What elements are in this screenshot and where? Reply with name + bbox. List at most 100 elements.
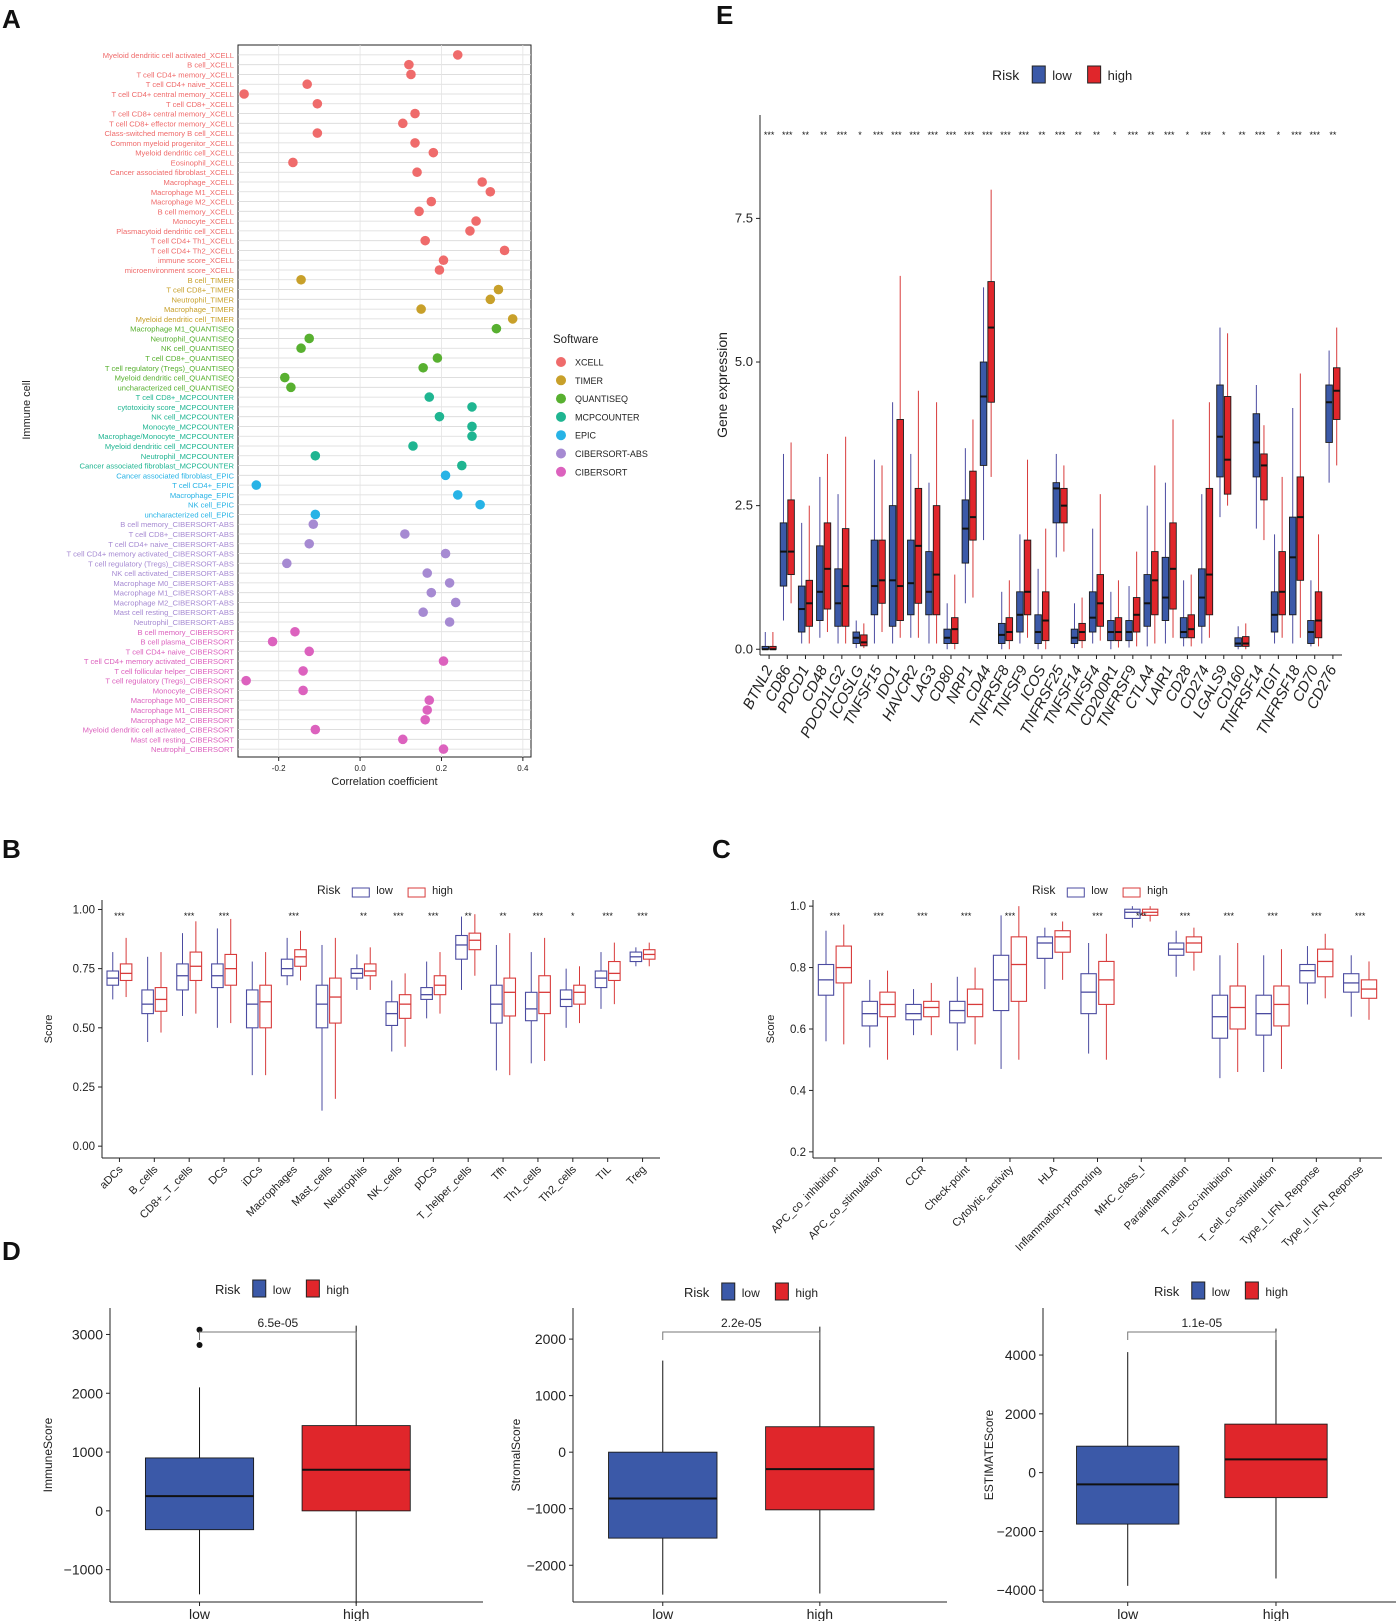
data-point — [304, 646, 315, 657]
legend-swatch-high — [407, 887, 426, 898]
y-tick-label: B cell memory_XCELL — [158, 207, 234, 216]
significance-label: *** — [1128, 130, 1139, 140]
significance-label: *** — [114, 911, 125, 921]
y-tick-label: B cell memory_CIBERSORT-ABS — [120, 520, 234, 529]
y-tick-label: Macrophage M2_CIBERSORT — [131, 716, 235, 725]
y-tick-label: 2.5 — [735, 498, 753, 513]
data-point — [471, 216, 481, 226]
significance-label: ** — [1329, 130, 1337, 140]
y-axis-title: ESTIMATEScore — [982, 1409, 996, 1500]
data-point — [491, 323, 502, 334]
y-tick-label: 1000 — [72, 1444, 103, 1460]
y-tick-label: 0.75 — [73, 964, 95, 976]
data-point — [426, 587, 437, 598]
y-tick-label: 0.00 — [73, 1141, 95, 1153]
data-point — [493, 284, 504, 295]
x-tick-label: pDCs — [411, 1163, 439, 1191]
box — [245, 989, 259, 1029]
legend-label-low: low — [742, 1286, 760, 1300]
y-tick-label: Macrophage_EPIC — [170, 491, 235, 500]
y-tick-label: 0.25 — [73, 1082, 95, 1094]
y-tick-label: Eosinophil_XCELL — [171, 158, 234, 167]
significance-label: *** — [184, 911, 195, 921]
significance-label: *** — [830, 911, 841, 921]
box — [1223, 396, 1232, 495]
y-tick-label: Myeloid dendritic cell activated_XCELL — [103, 51, 234, 60]
panel-a-frame — [237, 44, 532, 758]
data-point — [467, 431, 477, 442]
x-tick-label: HLA — [1036, 1163, 1060, 1187]
y-tick-label: T cell CD8+ central memory_XCELL — [112, 110, 234, 119]
outlier-point — [196, 1342, 203, 1349]
box — [834, 568, 842, 627]
y-tick-label: Common myeloid progenitor_XCELL — [110, 139, 234, 148]
box — [841, 528, 850, 627]
legend-swatch-low — [1066, 887, 1085, 898]
x-tick-label: TIL — [594, 1164, 614, 1184]
p-value-label: 1.1e-05 — [1181, 1316, 1222, 1330]
box — [961, 499, 970, 564]
data-point — [298, 685, 308, 696]
box — [224, 953, 238, 986]
significance-label: ** — [500, 911, 508, 921]
box — [992, 954, 1010, 1012]
box — [923, 1000, 940, 1018]
legend-title: Risk — [215, 1282, 241, 1297]
box — [787, 499, 795, 576]
y-tick-label: Plasmacytoid dendritic cell_XCELL — [116, 227, 234, 236]
y-tick-label: T cell regulatory (Tregs)_CIBERSORT-ABS — [88, 559, 234, 568]
y-tick-label: 2000 — [1005, 1406, 1036, 1422]
data-point — [485, 186, 496, 197]
box — [951, 617, 959, 644]
data-point — [298, 666, 308, 676]
legend-label-low: low — [273, 1283, 291, 1297]
box — [1054, 930, 1071, 953]
box — [1098, 960, 1115, 1005]
significance-label: *** — [1291, 130, 1302, 140]
significance-label: *** — [602, 911, 613, 921]
box — [1255, 994, 1272, 1036]
box — [1052, 482, 1061, 524]
significance-label: * — [858, 130, 862, 140]
legend-title: Software — [553, 334, 598, 346]
legend-label: XCELL — [575, 358, 604, 368]
significance-label: *** — [1267, 911, 1278, 921]
data-point — [296, 274, 306, 285]
x-tick-label: Tfh — [489, 1164, 509, 1184]
y-tick-label: T cell CD8+_TIMER — [166, 286, 234, 295]
data-point — [428, 147, 439, 158]
data-point — [457, 460, 467, 471]
y-tick-label: T cell CD4+ memory activated_CIBERSORT — [84, 657, 235, 666]
box — [998, 622, 1006, 644]
significance-label: ** — [820, 130, 828, 140]
y-tick-label: 0 — [95, 1503, 103, 1519]
box — [1216, 384, 1224, 478]
y-tick-label: T cell CD4+ Th2_XCELL — [151, 246, 234, 255]
y-tick-label: Cancer associated fibroblast_XCELL — [110, 168, 234, 177]
y-tick-label: 4000 — [1005, 1347, 1036, 1363]
y-tick-label: Cancer associated fibroblast_MCPCOUNTER — [80, 462, 235, 471]
panel-letter-a: A — [2, 4, 21, 34]
box — [905, 1003, 922, 1021]
x-tick-label: Th2_cells — [537, 1163, 579, 1205]
y-tick-label: T cell CD4+ memory activated_CIBERSORT-A… — [67, 550, 234, 559]
box — [1161, 556, 1170, 621]
x-tick-label: low — [189, 1606, 211, 1621]
x-tick-label: Inflammation-promoting — [1013, 1164, 1103, 1254]
significance-label: *** — [1255, 130, 1266, 140]
box — [1270, 591, 1279, 633]
significance-label: *** — [837, 130, 848, 140]
box — [398, 994, 412, 1019]
legend-swatch — [556, 411, 566, 422]
y-tick-label: T cell CD4+ Th1_XCELL — [151, 237, 234, 246]
x-tick-label: NK_cells — [365, 1163, 405, 1203]
y-tick-label: 0.2 — [790, 1147, 806, 1159]
y-tick-label: Monocyte_CIBERSORT — [153, 686, 235, 695]
box — [144, 1457, 255, 1531]
x-tick-label: Type_II_IFN_Reponse — [1280, 1164, 1366, 1250]
box — [329, 977, 342, 1024]
significance-label: ** — [1038, 130, 1046, 140]
data-point — [438, 255, 449, 266]
y-tick-label: T cell CD4+ memory_XCELL — [136, 70, 234, 79]
data-point — [408, 441, 418, 451]
